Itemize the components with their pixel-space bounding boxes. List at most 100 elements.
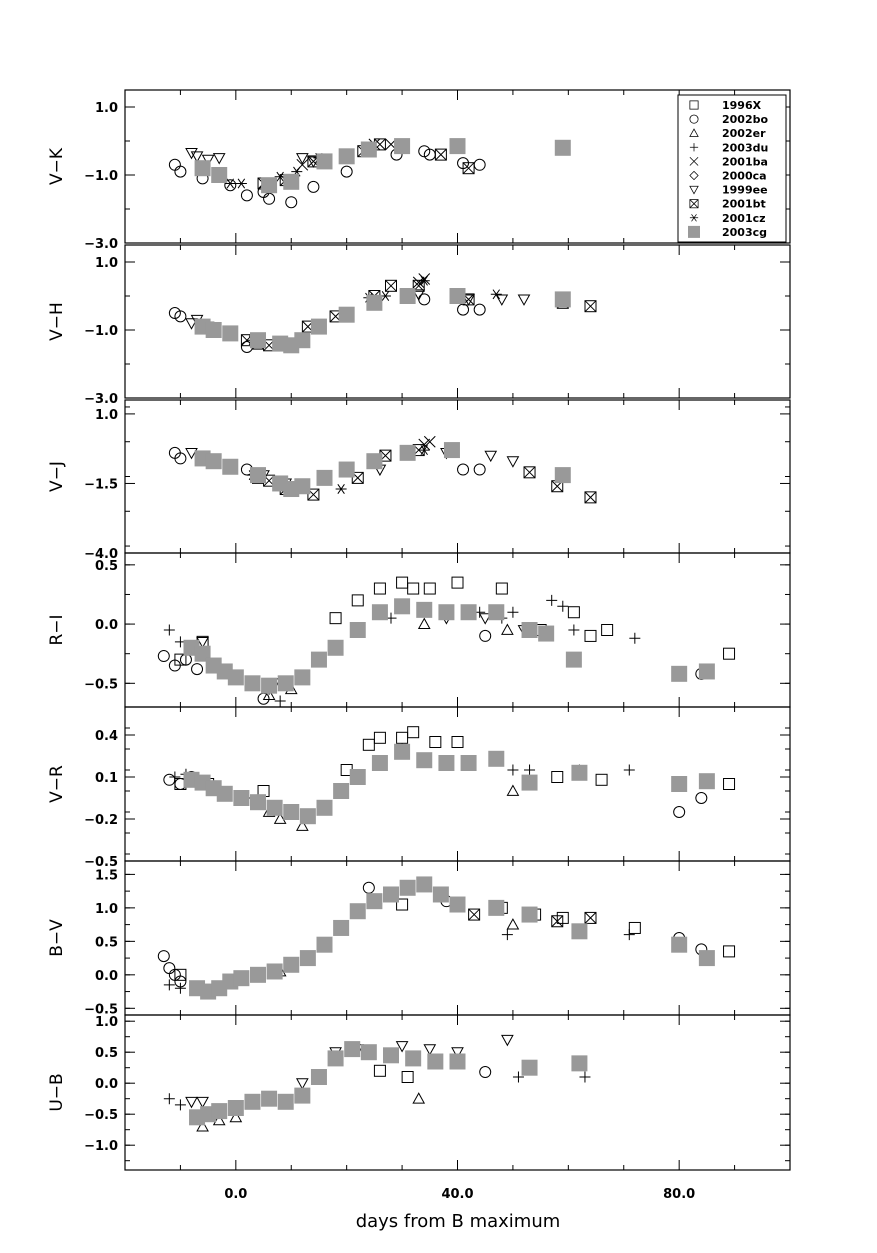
- data-point: [432, 886, 449, 903]
- legend-marker: [689, 128, 699, 137]
- panel-3: 1.0 −1.5 −4.0 V−J: [47, 399, 791, 562]
- series-2003cg: [183, 743, 715, 825]
- data-point: [417, 617, 431, 629]
- data-point: [261, 1090, 278, 1107]
- data-point: [538, 625, 555, 642]
- data-point: [407, 582, 420, 595]
- data-point: [490, 289, 502, 300]
- y-tick-label: 0.5: [95, 935, 118, 950]
- y-tick-label: 0.4: [95, 729, 118, 744]
- data-point: [366, 453, 383, 470]
- data-point: [211, 1103, 228, 1120]
- series-2003cg: [194, 442, 571, 498]
- data-point: [449, 1053, 466, 1070]
- data-point: [283, 956, 300, 973]
- data-point: [316, 799, 333, 816]
- data-point: [211, 167, 228, 183]
- data-point: [273, 812, 287, 824]
- data-point: [196, 636, 209, 649]
- y-axis-label: B−V: [47, 919, 67, 957]
- y-tick-label: −0.5: [84, 677, 118, 692]
- legend-marker: [689, 185, 699, 195]
- data-point: [205, 322, 222, 338]
- y-tick-label: −1.0: [84, 1139, 118, 1154]
- series-2002er: [201, 918, 520, 997]
- legend-marker-circle: [689, 114, 699, 124]
- y-axis-label: V−K: [47, 147, 67, 185]
- data-point: [595, 773, 608, 786]
- data-point: [438, 604, 455, 621]
- y-tick-label: 1.5: [95, 868, 118, 883]
- legend-label: 2001bt: [722, 198, 766, 211]
- data-point: [310, 651, 327, 668]
- data-point: [416, 752, 433, 769]
- data-point: [523, 466, 536, 479]
- series-2002bo: [168, 446, 486, 476]
- x-tick-label: 80.0: [663, 1187, 695, 1202]
- data-point: [185, 1096, 198, 1109]
- data-point: [551, 771, 564, 783]
- data-point: [366, 893, 383, 910]
- data-point: [250, 966, 266, 983]
- legend-label: 2002er: [722, 127, 766, 140]
- legend-marker: [689, 100, 699, 110]
- data-point: [517, 294, 531, 306]
- data-point: [671, 936, 688, 953]
- data-point: [584, 491, 597, 504]
- data-point: [501, 929, 513, 941]
- legend-label: 2001cz: [722, 212, 766, 225]
- y-tick-label: 0.1: [95, 771, 118, 786]
- y-axis-label: U−B: [47, 1073, 67, 1111]
- data-point: [405, 1050, 422, 1067]
- data-point: [174, 968, 187, 981]
- data-point: [473, 463, 486, 476]
- legend-entry: 2002bo: [689, 113, 768, 126]
- y-tick-label: −1.5: [84, 477, 118, 492]
- data-point: [451, 1047, 464, 1059]
- data-point: [349, 903, 366, 920]
- legend-label: 1996X: [722, 99, 762, 112]
- data-point: [506, 456, 520, 468]
- legend-entry: 1996X: [689, 99, 762, 112]
- data-point: [351, 594, 364, 607]
- data-point: [205, 453, 222, 470]
- data-point: [554, 139, 571, 156]
- data-point: [371, 604, 388, 621]
- data-point: [416, 876, 433, 893]
- data-point: [567, 606, 580, 619]
- legend-entry: 2001ba: [689, 155, 768, 168]
- data-point: [185, 447, 198, 460]
- data-point: [584, 300, 597, 313]
- data-point: [443, 442, 460, 459]
- panel-frame: [124, 552, 791, 708]
- y-tick-label: 1.0: [95, 902, 118, 917]
- legend-marker-square: [689, 100, 699, 110]
- y-tick-label: −3.0: [84, 392, 118, 407]
- data-point: [396, 898, 409, 911]
- series-2003du: [163, 1071, 591, 1111]
- data-point: [484, 450, 498, 463]
- data-point: [488, 750, 505, 767]
- y-tick-label: 0.0: [95, 969, 118, 984]
- data-point: [333, 919, 350, 936]
- data-point: [373, 731, 386, 744]
- data-point: [698, 773, 715, 790]
- data-point: [571, 1055, 588, 1072]
- data-point: [695, 792, 708, 804]
- data-point: [169, 771, 181, 783]
- data-point: [233, 790, 250, 806]
- data-point: [478, 613, 492, 625]
- legend-marker: [689, 114, 699, 124]
- data-point: [240, 189, 253, 202]
- data-point: [344, 1041, 361, 1058]
- data-point: [338, 306, 355, 323]
- y-axis-label: V−H: [47, 302, 67, 341]
- data-point: [673, 806, 686, 818]
- series-2002bo: [157, 629, 708, 705]
- y-tick-label: 0.0: [95, 1077, 118, 1092]
- data-point: [310, 1069, 327, 1085]
- data-point: [327, 1050, 344, 1067]
- data-point: [462, 294, 475, 306]
- data-point: [212, 1113, 226, 1126]
- data-point: [250, 467, 266, 484]
